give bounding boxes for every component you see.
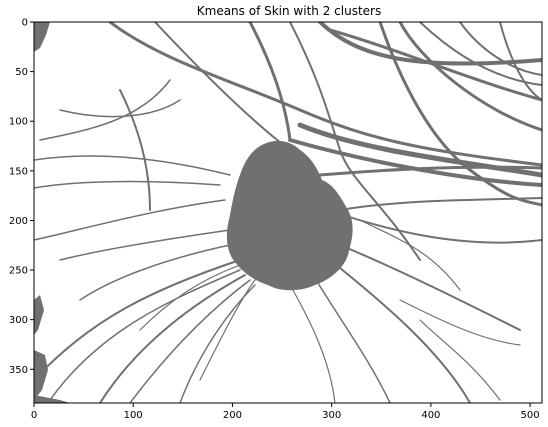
x-tick-label: 400: [421, 410, 440, 421]
y-tick-label: 300: [9, 315, 28, 326]
edge-patches: [34, 22, 70, 403]
y-tick-label: 250: [9, 266, 28, 277]
y-tick-label: 50: [15, 67, 28, 78]
x-axis: 0 100 200 300 400 500: [31, 403, 540, 421]
cluster-image: [34, 22, 542, 403]
x-tick-label: 200: [223, 410, 242, 421]
y-tick-label: 150: [9, 166, 28, 177]
x-tick-label: 500: [521, 410, 540, 421]
x-tick-label: 100: [124, 410, 143, 421]
fiber-strands: [34, 22, 542, 403]
x-tick-label: 300: [322, 410, 341, 421]
y-tick-label: 350: [9, 365, 28, 376]
y-tick-label: 0: [22, 18, 28, 29]
y-axis: 0 50 100 150 200 250 300 350: [9, 18, 34, 376]
x-tick-label: 0: [31, 410, 37, 421]
y-tick-label: 200: [9, 216, 28, 227]
y-tick-label: 100: [9, 117, 28, 128]
axes-frame: [33, 21, 543, 404]
nucleus-blob: [226, 140, 353, 291]
plot-title: Kmeans of Skin with 2 clusters: [196, 4, 382, 18]
